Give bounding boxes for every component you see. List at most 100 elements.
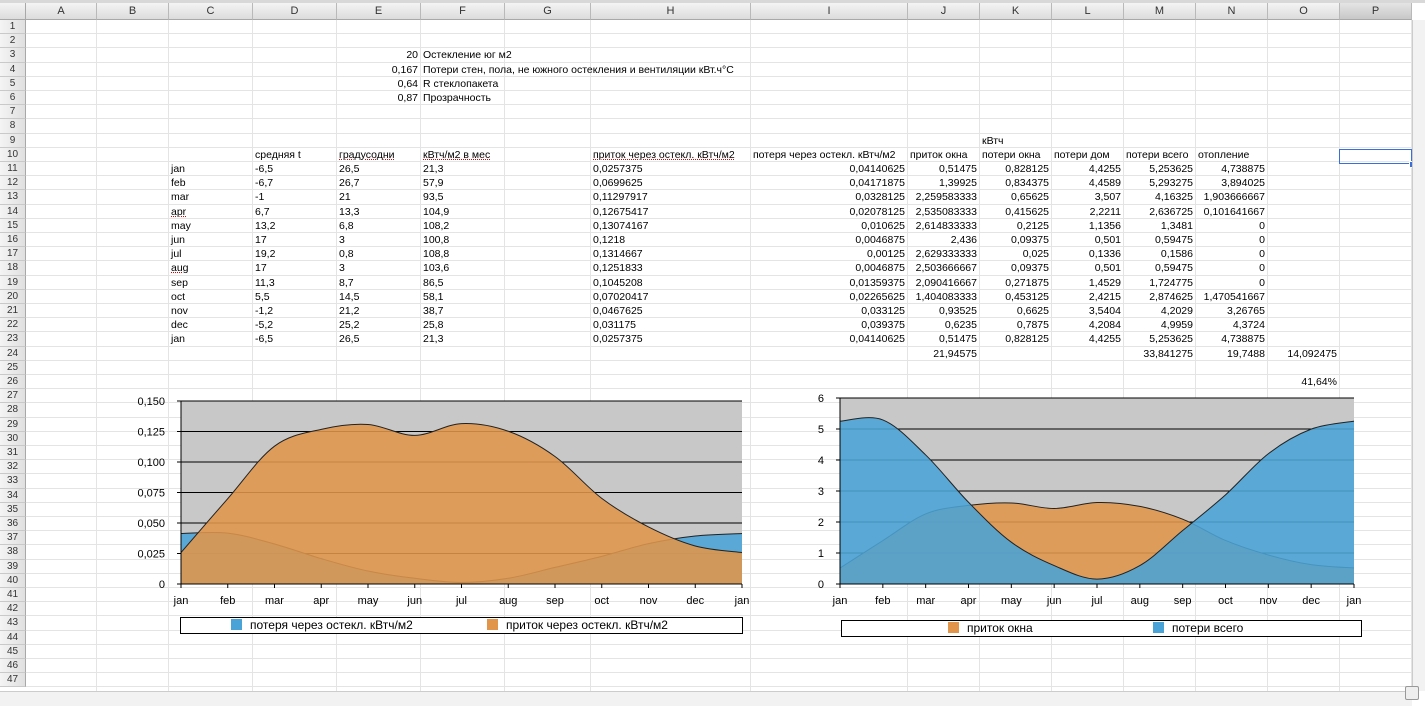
row-header-13[interactable]: 13 <box>0 190 26 205</box>
cell-d10[interactable]: средняя t <box>255 148 301 161</box>
cell-m11[interactable]: 5,253625 <box>1149 163 1193 175</box>
cell-d20[interactable]: 5,5 <box>255 290 270 303</box>
cell-m16[interactable]: 0,59475 <box>1155 234 1193 246</box>
cell-n16[interactable]: 0 <box>1259 234 1265 246</box>
cell-f20[interactable]: 58,1 <box>423 290 444 303</box>
row-header-20[interactable]: 20 <box>0 289 26 304</box>
cell-e17[interactable]: 0,8 <box>339 248 354 261</box>
row-header-23[interactable]: 23 <box>0 332 26 347</box>
row-header-33[interactable]: 33 <box>0 474 26 489</box>
cell-n22[interactable]: 4,3724 <box>1232 319 1265 332</box>
cell-f19[interactable]: 86,5 <box>423 276 444 289</box>
cell-l13[interactable]: 3,507 <box>1094 191 1121 204</box>
cell-d16[interactable]: 17 <box>255 234 267 246</box>
cell-l23[interactable]: 4,4255 <box>1088 333 1121 346</box>
cell-i13[interactable]: 0,0328125 <box>855 191 905 204</box>
row-header-28[interactable]: 28 <box>0 403 26 418</box>
cell-d14[interactable]: 6,7 <box>255 205 270 218</box>
cell-i11[interactable]: 0,04140625 <box>849 163 905 175</box>
cell-c11[interactable]: jan <box>171 163 186 175</box>
row-header-40[interactable]: 40 <box>0 573 26 588</box>
cell-c16[interactable]: jun <box>171 234 186 246</box>
cell-k23[interactable]: 0,828125 <box>1005 333 1049 346</box>
cell-i18[interactable]: 0,0046875 <box>855 262 905 275</box>
cell-f23[interactable]: 21,3 <box>423 333 444 346</box>
row-header-14[interactable]: 14 <box>0 204 26 219</box>
cell-e22[interactable]: 25,2 <box>339 319 360 332</box>
row-header-38[interactable]: 38 <box>0 545 26 560</box>
cell-l17[interactable]: 0,1336 <box>1088 248 1121 261</box>
cell-m18[interactable]: 0,59475 <box>1155 262 1193 275</box>
cell-n21[interactable]: 3,26765 <box>1227 305 1265 317</box>
cell-h21[interactable]: 0,0467625 <box>593 305 643 317</box>
row-header-39[interactable]: 39 <box>0 559 26 574</box>
cell-n17[interactable]: 0 <box>1259 248 1265 261</box>
cell-i15[interactable]: 0,010625 <box>861 219 905 232</box>
cell-h16[interactable]: 0,1218 <box>593 234 626 246</box>
cell-c21[interactable]: nov <box>171 305 188 317</box>
row-header-41[interactable]: 41 <box>0 588 26 603</box>
row-header-30[interactable]: 30 <box>0 431 26 446</box>
cell-k15[interactable]: 0,2125 <box>1016 219 1049 232</box>
cell-k20[interactable]: 0,453125 <box>1005 290 1049 303</box>
column-header-f[interactable]: F <box>421 3 505 20</box>
cell-l15[interactable]: 1,1356 <box>1088 219 1121 232</box>
row-header-22[interactable]: 22 <box>0 318 26 333</box>
cell-d17[interactable]: 19,2 <box>255 248 276 261</box>
cell-h14[interactable]: 0,12675417 <box>593 205 649 218</box>
row-header-18[interactable]: 18 <box>0 261 26 276</box>
cell-n23[interactable]: 4,738875 <box>1221 333 1265 346</box>
cell-n24[interactable]: 19,7488 <box>1227 347 1265 360</box>
column-header-d[interactable]: D <box>253 3 337 20</box>
row-header-36[interactable]: 36 <box>0 517 26 532</box>
cell-l20[interactable]: 2,4215 <box>1088 290 1121 303</box>
cell-j16[interactable]: 2,436 <box>950 234 977 246</box>
cell-n13[interactable]: 1,903666667 <box>1203 191 1265 204</box>
cell-k9[interactable]: кВтч <box>982 134 1004 147</box>
cell-f16[interactable]: 100,8 <box>423 234 450 246</box>
cell-o26[interactable]: 41,64% <box>1301 376 1337 388</box>
cell-c23[interactable]: jan <box>171 333 186 346</box>
row-header-25[interactable]: 25 <box>0 360 26 375</box>
cell-e18[interactable]: 3 <box>339 262 345 275</box>
row-header-4[interactable]: 4 <box>0 62 26 77</box>
cell-j22[interactable]: 0,6235 <box>944 319 977 332</box>
horizontal-scrollbar[interactable] <box>0 691 1412 706</box>
cell-h15[interactable]: 0,13074167 <box>593 219 649 232</box>
cell-f11[interactable]: 21,3 <box>423 163 444 175</box>
cell-c17[interactable]: jul <box>171 248 182 261</box>
cell-k17[interactable]: 0,025 <box>1022 248 1049 261</box>
cell-k18[interactable]: 0,09375 <box>1011 262 1049 275</box>
cell-f18[interactable]: 103,6 <box>423 262 450 275</box>
column-header-i[interactable]: I <box>751 3 908 20</box>
cell-l11[interactable]: 4,4255 <box>1088 163 1121 175</box>
cell-j19[interactable]: 2,090416667 <box>915 276 977 289</box>
cell-m15[interactable]: 1,3481 <box>1160 219 1193 232</box>
cell-j23[interactable]: 0,51475 <box>939 333 977 346</box>
cell-e16[interactable]: 3 <box>339 234 345 246</box>
cell-l18[interactable]: 0,501 <box>1094 262 1121 275</box>
cell-j17[interactable]: 2,629333333 <box>915 248 977 261</box>
cell-m21[interactable]: 4,2029 <box>1160 305 1193 317</box>
cell-c20[interactable]: oct <box>171 290 186 303</box>
selected-cell[interactable] <box>1339 149 1412 164</box>
cell-k12[interactable]: 0,834375 <box>1005 177 1049 190</box>
cell-o24[interactable]: 14,092475 <box>1287 347 1337 360</box>
vertical-scrollbar[interactable] <box>1412 20 1425 691</box>
row-header-8[interactable]: 8 <box>0 119 26 134</box>
cell-h18[interactable]: 0,1251833 <box>593 262 643 275</box>
row-header-34[interactable]: 34 <box>0 488 26 503</box>
cell-k10[interactable]: потери окна <box>982 148 1041 161</box>
cell-m12[interactable]: 5,293275 <box>1149 177 1193 190</box>
cell-d18[interactable]: 17 <box>255 262 267 275</box>
cell-c13[interactable]: mar <box>171 191 190 204</box>
cell-l22[interactable]: 4,2084 <box>1088 319 1121 332</box>
cell-k21[interactable]: 0,6625 <box>1016 305 1049 317</box>
row-header-46[interactable]: 46 <box>0 659 26 674</box>
cell-j20[interactable]: 1,404083333 <box>915 290 977 303</box>
cell-l21[interactable]: 3,5404 <box>1088 305 1121 317</box>
column-header-e[interactable]: E <box>337 3 421 20</box>
cell-m14[interactable]: 2,636725 <box>1149 205 1193 218</box>
row-header-43[interactable]: 43 <box>0 616 26 631</box>
column-header-c[interactable]: C <box>169 3 253 20</box>
